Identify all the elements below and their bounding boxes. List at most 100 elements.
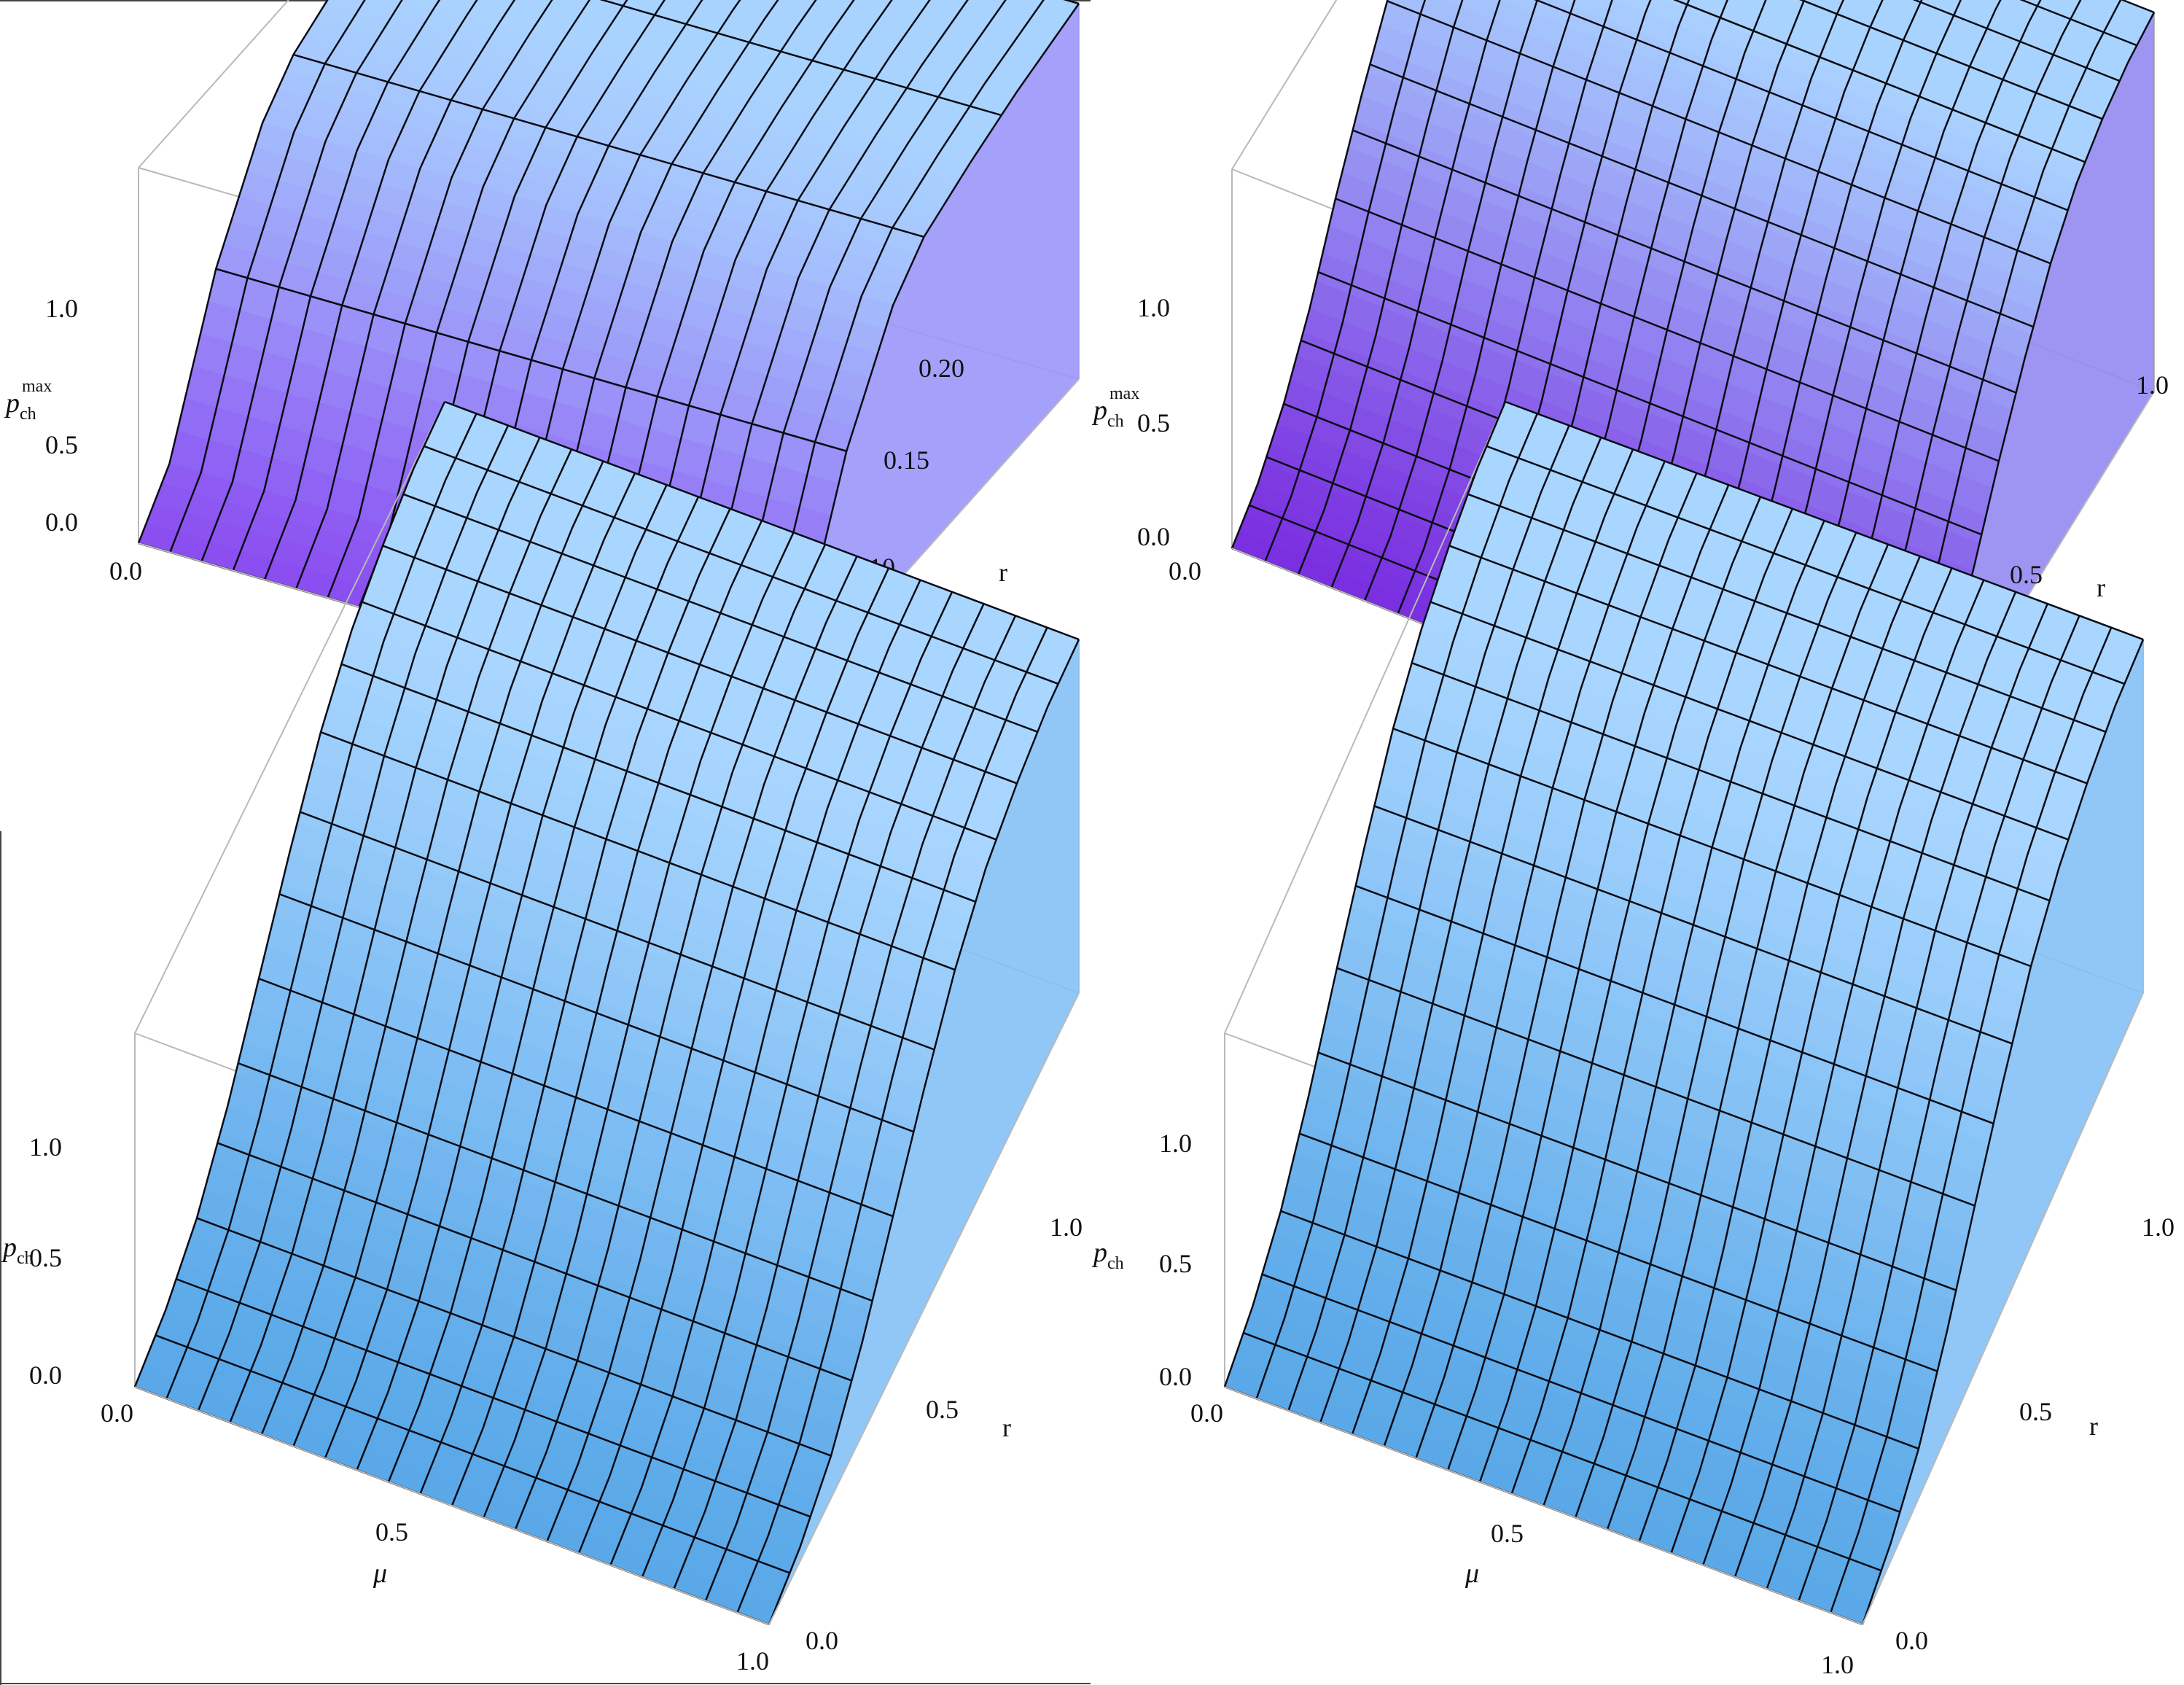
z-tick-label: 0.5 bbox=[45, 430, 78, 459]
x-tick-label: 0.0 bbox=[101, 1398, 133, 1428]
mesh-line-mu bbox=[1543, 520, 1825, 1506]
z-axis-label: pch bbox=[1091, 395, 1124, 431]
mesh-line-mu bbox=[387, 496, 700, 1482]
box-edge bbox=[1224, 1386, 1863, 1625]
mesh-line-r bbox=[1467, 493, 2107, 733]
mesh-line-r bbox=[1317, 271, 1982, 536]
x-tick-label: 1.0 bbox=[736, 1646, 769, 1676]
mesh-line-mu bbox=[1575, 532, 1857, 1518]
mesh-line-r bbox=[1280, 1210, 1919, 1450]
z-tick-label: 1.0 bbox=[1159, 1129, 1192, 1158]
mesh-line-mu bbox=[197, 425, 510, 1412]
mesh-line-mu bbox=[356, 484, 668, 1471]
box-edge bbox=[768, 992, 1080, 1625]
surface-side bbox=[1863, 639, 2143, 1624]
mesh-line-r bbox=[278, 893, 914, 1133]
box-edge bbox=[138, 0, 290, 168]
y-tick-label: 0.0 bbox=[806, 1626, 838, 1655]
mesh-line-r bbox=[300, 811, 935, 1051]
mesh-line-r bbox=[320, 731, 956, 971]
z-tick-label: 0.0 bbox=[45, 507, 78, 537]
mesh-line-mu bbox=[1638, 556, 1921, 1542]
mesh-line-r bbox=[1534, 0, 2069, 211]
y-tick-label: 0.15 bbox=[884, 445, 929, 475]
mesh-line-mu bbox=[514, 544, 827, 1530]
z-axis-label-sup: max bbox=[22, 377, 52, 396]
mesh-line-r bbox=[1299, 1132, 1938, 1372]
mesh-line-mu bbox=[419, 508, 731, 1495]
mesh-line-r bbox=[1387, 0, 2051, 265]
mesh-line-r bbox=[1373, 805, 2013, 1045]
mesh-line-r bbox=[1243, 1331, 1882, 1572]
mesh-line-mu bbox=[260, 448, 573, 1435]
y-tick-label: 1.0 bbox=[2136, 370, 2169, 400]
z-axis-label: pch bbox=[1091, 1237, 1124, 1273]
mesh-line-mu bbox=[165, 413, 477, 1399]
mesh-line-mu bbox=[229, 437, 541, 1423]
mesh-line-mu bbox=[1383, 461, 1666, 1447]
mesh-line-mu bbox=[1319, 437, 1602, 1423]
mesh-line-mu bbox=[1223, 401, 1507, 1388]
mesh-line-mu bbox=[1478, 496, 1762, 1482]
mesh-line-r bbox=[1261, 1273, 1900, 1513]
mesh-line-mu bbox=[1766, 603, 2048, 1589]
mesh-line-r bbox=[362, 601, 997, 841]
surface-plot-3: 0.0 0.5 1.0 0.0 0.5 1.0 0.0 0.5 1.0 μ r pch bbox=[1, 400, 1083, 1676]
z-tick-label: 0.5 bbox=[1137, 408, 1170, 437]
mesh-line-r bbox=[1448, 545, 2088, 785]
y-tick-label: 0.20 bbox=[919, 354, 964, 383]
mesh-line-mu bbox=[1733, 591, 2017, 1578]
x-tick-label: 0.0 bbox=[1190, 1398, 1223, 1428]
mesh-line-mu bbox=[1287, 425, 1570, 1412]
z-tick-label: 1.0 bbox=[1137, 293, 1170, 322]
box-edge bbox=[1224, 401, 1506, 1034]
mesh-line-mu bbox=[1830, 627, 2113, 1614]
mesh-line-mu bbox=[1330, 0, 1501, 588]
z-tick-label: 0.5 bbox=[1159, 1249, 1192, 1278]
z-axis-label-sup: max bbox=[1109, 384, 1139, 403]
z-tick-label: 0.0 bbox=[1137, 522, 1170, 551]
mesh-line-r bbox=[258, 978, 894, 1218]
mesh-line-mu bbox=[1861, 639, 2145, 1625]
mesh-line-r bbox=[176, 1278, 811, 1518]
box-edge bbox=[1231, 0, 1338, 170]
surface-side bbox=[769, 639, 1079, 1624]
mesh-line-r bbox=[238, 1062, 873, 1302]
mesh-line-r bbox=[1505, 400, 2144, 641]
mesh-line-mu bbox=[133, 401, 446, 1388]
mesh-line-r bbox=[599, 0, 1002, 117]
x-tick-label: 0.5 bbox=[375, 1517, 408, 1546]
x-axis-label: μ bbox=[1465, 1558, 1479, 1589]
box-edge bbox=[134, 401, 445, 1034]
mesh-line-mu bbox=[1670, 567, 1953, 1554]
mesh-line-mu bbox=[451, 520, 763, 1506]
mesh-line-r bbox=[444, 400, 1080, 641]
mesh-line-mu bbox=[768, 639, 1080, 1625]
mesh-line-r bbox=[293, 53, 924, 238]
y-tick-label: 0.0 bbox=[1895, 1626, 1928, 1655]
surface-plot-4: 0.0 0.5 1.0 0.0 0.5 1.0 0.0 0.5 1.0 μ r pch bbox=[1091, 400, 2175, 1679]
mesh-line-mu bbox=[1447, 484, 1730, 1471]
mesh-line-mu bbox=[704, 615, 1017, 1601]
surface-side bbox=[769, 4, 1079, 725]
mesh-line-mu bbox=[1798, 615, 2080, 1601]
mesh-line-mu bbox=[324, 472, 636, 1459]
mesh-line-r bbox=[1369, 63, 2034, 328]
y-axis-label: r bbox=[1002, 1413, 1011, 1442]
mesh-line-r bbox=[1335, 198, 2000, 462]
mesh-line-r bbox=[217, 1142, 852, 1382]
mesh-line-mu bbox=[641, 591, 953, 1578]
x-tick-label: 0.5 bbox=[1491, 1519, 1524, 1548]
mesh-line-mu bbox=[1351, 448, 1634, 1435]
mesh-line-mu bbox=[483, 532, 795, 1518]
z-tick-label: 1.0 bbox=[29, 1132, 62, 1161]
mesh-line-mu bbox=[736, 627, 1048, 1614]
mesh-line-r bbox=[1411, 662, 2051, 902]
mesh-line-mu bbox=[577, 567, 890, 1554]
mesh-line-mu bbox=[609, 579, 921, 1565]
z-tick-label: 0.0 bbox=[1159, 1362, 1192, 1391]
x-tick-label: 0.0 bbox=[1169, 556, 1201, 585]
z-tick-label: 0.5 bbox=[29, 1243, 62, 1272]
surface-side bbox=[1895, 12, 2154, 811]
